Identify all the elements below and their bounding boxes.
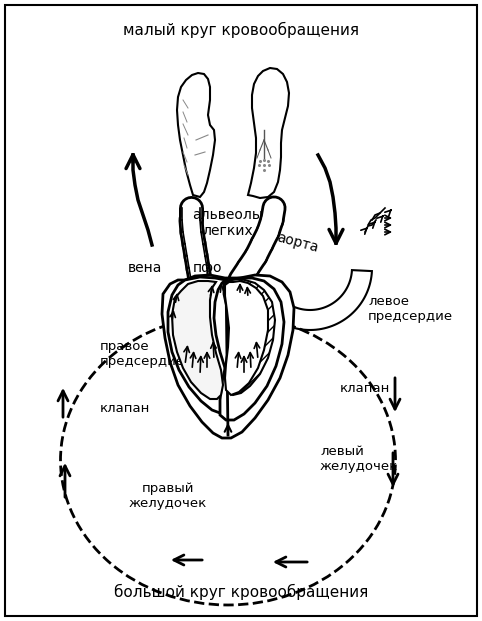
Text: левый
желудочек: левый желудочек — [320, 445, 398, 473]
Polygon shape — [168, 277, 228, 413]
Polygon shape — [255, 270, 372, 330]
Text: клапан: клапан — [340, 381, 390, 394]
Polygon shape — [177, 73, 215, 197]
Text: большой круг кровообращения: большой круг кровообращения — [114, 584, 368, 600]
Text: левое
предсердие: левое предсердие — [368, 295, 453, 323]
Text: аорта: аорта — [276, 231, 321, 255]
Polygon shape — [248, 68, 289, 198]
Polygon shape — [220, 278, 284, 420]
Text: пфо: пфо — [193, 261, 223, 275]
Text: правое
предсердие: правое предсердие — [100, 340, 185, 368]
Polygon shape — [162, 275, 294, 438]
Text: альвеолы
легких: альвеолы легких — [193, 208, 264, 238]
Polygon shape — [225, 281, 268, 395]
Polygon shape — [172, 281, 223, 399]
Text: правый
желудочек: правый желудочек — [129, 482, 207, 510]
Text: клапан: клапан — [100, 402, 150, 414]
Text: малый круг кровообращения: малый круг кровообращения — [123, 22, 359, 38]
Text: вена: вена — [128, 261, 162, 275]
